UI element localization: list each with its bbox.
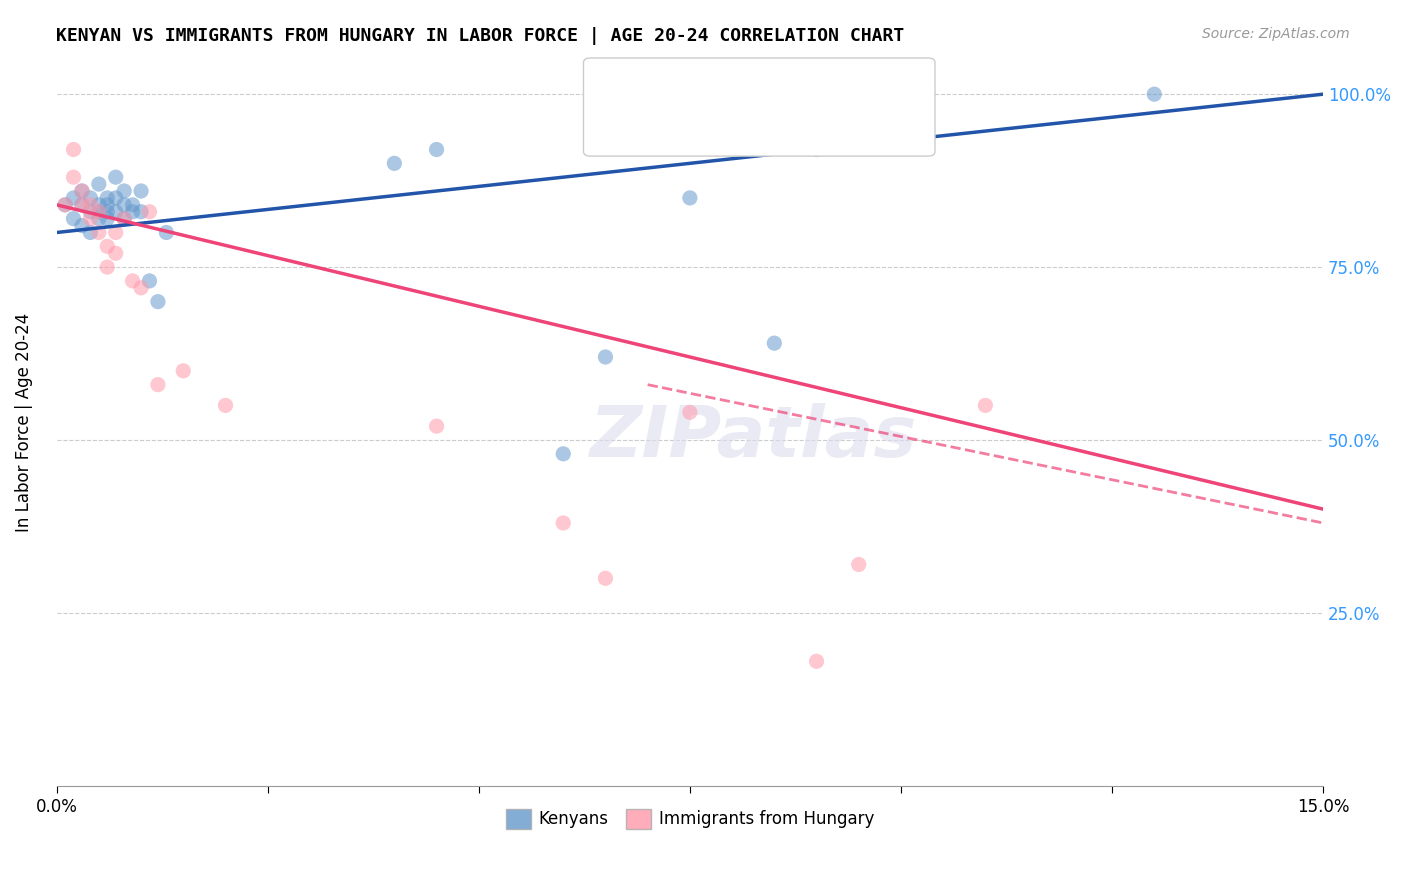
Point xyxy=(96,204,118,219)
Point xyxy=(806,143,828,157)
Legend: Kenyans, Immigrants from Hungary: Kenyans, Immigrants from Hungary xyxy=(499,802,882,836)
Point xyxy=(104,191,127,205)
Point xyxy=(595,350,617,364)
Point xyxy=(595,571,617,585)
Point xyxy=(62,143,84,157)
Text: ZIPatlas: ZIPatlas xyxy=(589,402,917,472)
Point xyxy=(155,226,177,240)
Point xyxy=(87,204,110,219)
Point xyxy=(53,198,76,212)
Point xyxy=(214,398,236,412)
Point xyxy=(121,204,143,219)
Text: Source: ZipAtlas.com: Source: ZipAtlas.com xyxy=(1202,27,1350,41)
Point xyxy=(62,211,84,226)
Point xyxy=(96,191,118,205)
Point xyxy=(62,191,84,205)
Point xyxy=(53,198,76,212)
Point xyxy=(79,211,101,226)
Point xyxy=(96,260,118,274)
Point xyxy=(104,246,127,260)
Point xyxy=(79,198,101,212)
Point xyxy=(70,184,93,198)
Point xyxy=(79,191,101,205)
Point xyxy=(146,377,169,392)
Text: KENYAN VS IMMIGRANTS FROM HUNGARY IN LABOR FORCE | AGE 20-24 CORRELATION CHART: KENYAN VS IMMIGRANTS FROM HUNGARY IN LAB… xyxy=(56,27,904,45)
Point xyxy=(138,274,160,288)
Point xyxy=(146,294,169,309)
Point xyxy=(974,398,997,412)
Point xyxy=(679,191,702,205)
Point xyxy=(104,204,127,219)
Point xyxy=(172,364,194,378)
Point xyxy=(121,274,143,288)
Point xyxy=(129,184,152,198)
Point xyxy=(426,143,449,157)
Point xyxy=(426,419,449,434)
Point xyxy=(129,204,152,219)
Point xyxy=(553,516,575,530)
Point xyxy=(112,198,135,212)
Point xyxy=(1143,87,1166,102)
Point xyxy=(112,184,135,198)
Point xyxy=(121,198,143,212)
Point xyxy=(553,447,575,461)
Point xyxy=(70,198,93,212)
Point xyxy=(848,558,870,572)
Point xyxy=(87,226,110,240)
Point xyxy=(104,226,127,240)
Point xyxy=(806,654,828,668)
Point xyxy=(96,239,118,253)
Point xyxy=(96,198,118,212)
Point xyxy=(129,281,152,295)
Point xyxy=(87,177,110,191)
Point xyxy=(382,156,405,170)
Point xyxy=(112,211,135,226)
Point xyxy=(96,211,118,226)
Point xyxy=(87,211,110,226)
Point xyxy=(87,204,110,219)
Point xyxy=(79,226,101,240)
Point xyxy=(138,204,160,219)
Point xyxy=(70,219,93,233)
Point xyxy=(70,198,93,212)
Point xyxy=(763,336,786,351)
Y-axis label: In Labor Force | Age 20-24: In Labor Force | Age 20-24 xyxy=(15,313,32,533)
Point xyxy=(70,184,93,198)
Point xyxy=(87,198,110,212)
Point xyxy=(62,170,84,185)
Point xyxy=(79,204,101,219)
Point xyxy=(104,170,127,185)
Point xyxy=(679,405,702,419)
Point xyxy=(112,211,135,226)
